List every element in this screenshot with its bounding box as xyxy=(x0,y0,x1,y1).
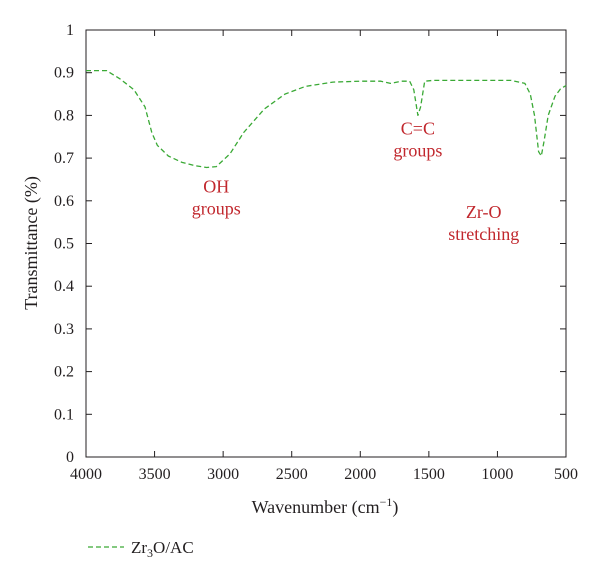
y-tick-label: 0.7 xyxy=(54,150,74,167)
x-axis-title-close: ) xyxy=(392,497,398,518)
annotation-line: groups xyxy=(192,198,241,218)
y-axis-title: Transmittance (%) xyxy=(21,176,42,310)
y-tick-label: 0 xyxy=(66,449,74,466)
y-tick-label: 1 xyxy=(66,22,74,39)
y-tick-label: 0.9 xyxy=(54,65,74,82)
x-tick-label: 3000 xyxy=(207,466,239,483)
x-tick-label: 1500 xyxy=(413,466,445,483)
x-tick-label: 3500 xyxy=(139,466,171,483)
legend-label-zr3o-ac: Zr3O/AC xyxy=(131,538,194,560)
x-axis-title-superscript: −1 xyxy=(380,495,393,509)
x-tick-label: 2000 xyxy=(344,466,376,483)
y-tick-label: 0.1 xyxy=(54,406,74,423)
x-tick-label: 500 xyxy=(554,466,578,483)
x-axis-title-main: Wavenumber (cm xyxy=(252,497,380,518)
annotation-1: C=C groups xyxy=(393,119,442,161)
x-tick-label: 1000 xyxy=(481,466,513,483)
y-tick-label: 0.2 xyxy=(54,364,74,381)
annotation-2: Zr-O stretching xyxy=(448,202,519,244)
x-tick-label: 2500 xyxy=(276,466,308,483)
annotation-0: OH groups xyxy=(192,176,241,218)
y-tick-label: 0.3 xyxy=(54,321,74,338)
annotation-line: C=C xyxy=(401,119,435,139)
annotation-line: stretching xyxy=(448,224,519,244)
x-tick-label: 4000 xyxy=(70,466,102,483)
annotation-line: groups xyxy=(393,141,442,161)
annotation-line: OH xyxy=(203,176,229,196)
y-tick-label: 0.6 xyxy=(54,193,74,210)
y-tick-label: 0.5 xyxy=(54,236,74,253)
y-tick-label: 0.8 xyxy=(54,107,74,124)
x-axis-title: Wavenumber (cm−1) xyxy=(252,495,399,518)
legend: Zr3O/AC xyxy=(88,538,194,560)
y-tick-label: 0.4 xyxy=(54,278,74,295)
annotation-line: Zr-O xyxy=(466,202,502,222)
series-line-zr3o-ac xyxy=(86,69,567,169)
